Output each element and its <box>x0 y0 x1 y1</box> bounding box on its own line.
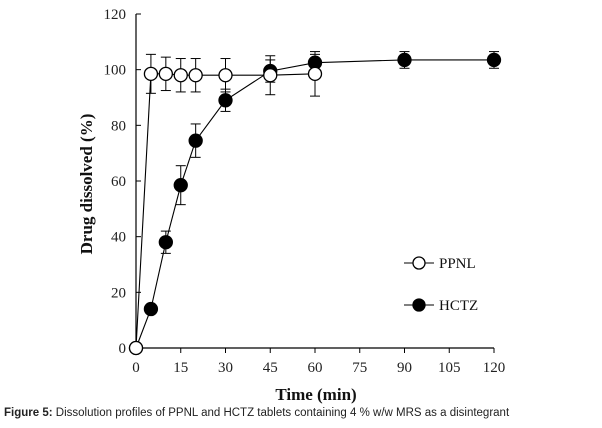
x-tick-label: 105 <box>438 360 461 376</box>
point-hctz <box>143 301 159 317</box>
point-ppnl <box>188 68 203 83</box>
x-tick-label: 90 <box>397 360 412 376</box>
point-ppnl <box>307 66 323 81</box>
x-tick-label: 0 <box>132 360 140 376</box>
point-ppnl <box>173 68 188 83</box>
point-ppnl <box>218 68 233 83</box>
series-hctz <box>128 51 502 356</box>
point-hctz <box>486 52 502 68</box>
x-tick-label: 75 <box>352 360 367 376</box>
point-ppnl <box>143 66 159 81</box>
figure-caption: Figure 5: Dissolution profiles of PPNL a… <box>4 407 600 419</box>
x-tick-label: 45 <box>263 360 278 376</box>
x-tick-label: 30 <box>218 360 233 376</box>
dissolution-chart: 0 20 40 60 80 100 120 0 15 30 45 60 75 90 105 120 Drug… <box>77 7 505 404</box>
legend-item-ppnl: PPNL <box>404 256 476 272</box>
y-tick-label: 100 <box>104 63 127 79</box>
legend-label-hctz: HCTZ <box>439 298 478 314</box>
plot-area <box>128 51 502 356</box>
x-tick-label: 60 <box>308 360 323 376</box>
point-ppnl <box>128 340 144 356</box>
y-tick-label: 80 <box>111 118 126 134</box>
point-hctz <box>158 235 173 250</box>
point-hctz <box>188 133 203 148</box>
y-tick-label: 40 <box>111 230 126 246</box>
point-hctz <box>173 178 188 193</box>
y-tick-label: 60 <box>111 174 126 190</box>
x-tick-label: 120 <box>483 360 506 376</box>
legend: PPNL HCTZ <box>404 256 478 314</box>
y-tick-label: 0 <box>119 341 127 357</box>
x-axis-title: Time (min) <box>275 385 356 404</box>
legend-label-ppnl: PPNL <box>439 256 476 272</box>
y-axis-title: Drug dissolved (%) <box>77 114 96 255</box>
series-line-hctz <box>135 59 494 349</box>
y-tick-label: 120 <box>104 7 127 23</box>
caption-text: Dissolution profiles of PPNL and HCTZ ta… <box>52 407 510 419</box>
point-ppnl <box>263 68 278 83</box>
series-ppnl <box>128 51 323 356</box>
point-hctz <box>397 52 412 68</box>
point-ppnl <box>158 66 173 81</box>
x-tick-label: 15 <box>173 360 188 376</box>
series-line-ppnl <box>135 73 316 349</box>
legend-item-hctz: HCTZ <box>404 298 478 314</box>
y-ticks: 0 20 40 60 80 100 120 <box>104 7 141 357</box>
x-ticks: 0 15 30 45 60 75 90 105 120 <box>132 348 505 376</box>
figure-label: Figure 5: <box>4 407 53 419</box>
legend-marker-hctz <box>412 298 426 312</box>
y-tick-label: 20 <box>111 285 126 301</box>
point-hctz <box>218 93 233 108</box>
legend-marker-ppnl <box>412 256 426 270</box>
